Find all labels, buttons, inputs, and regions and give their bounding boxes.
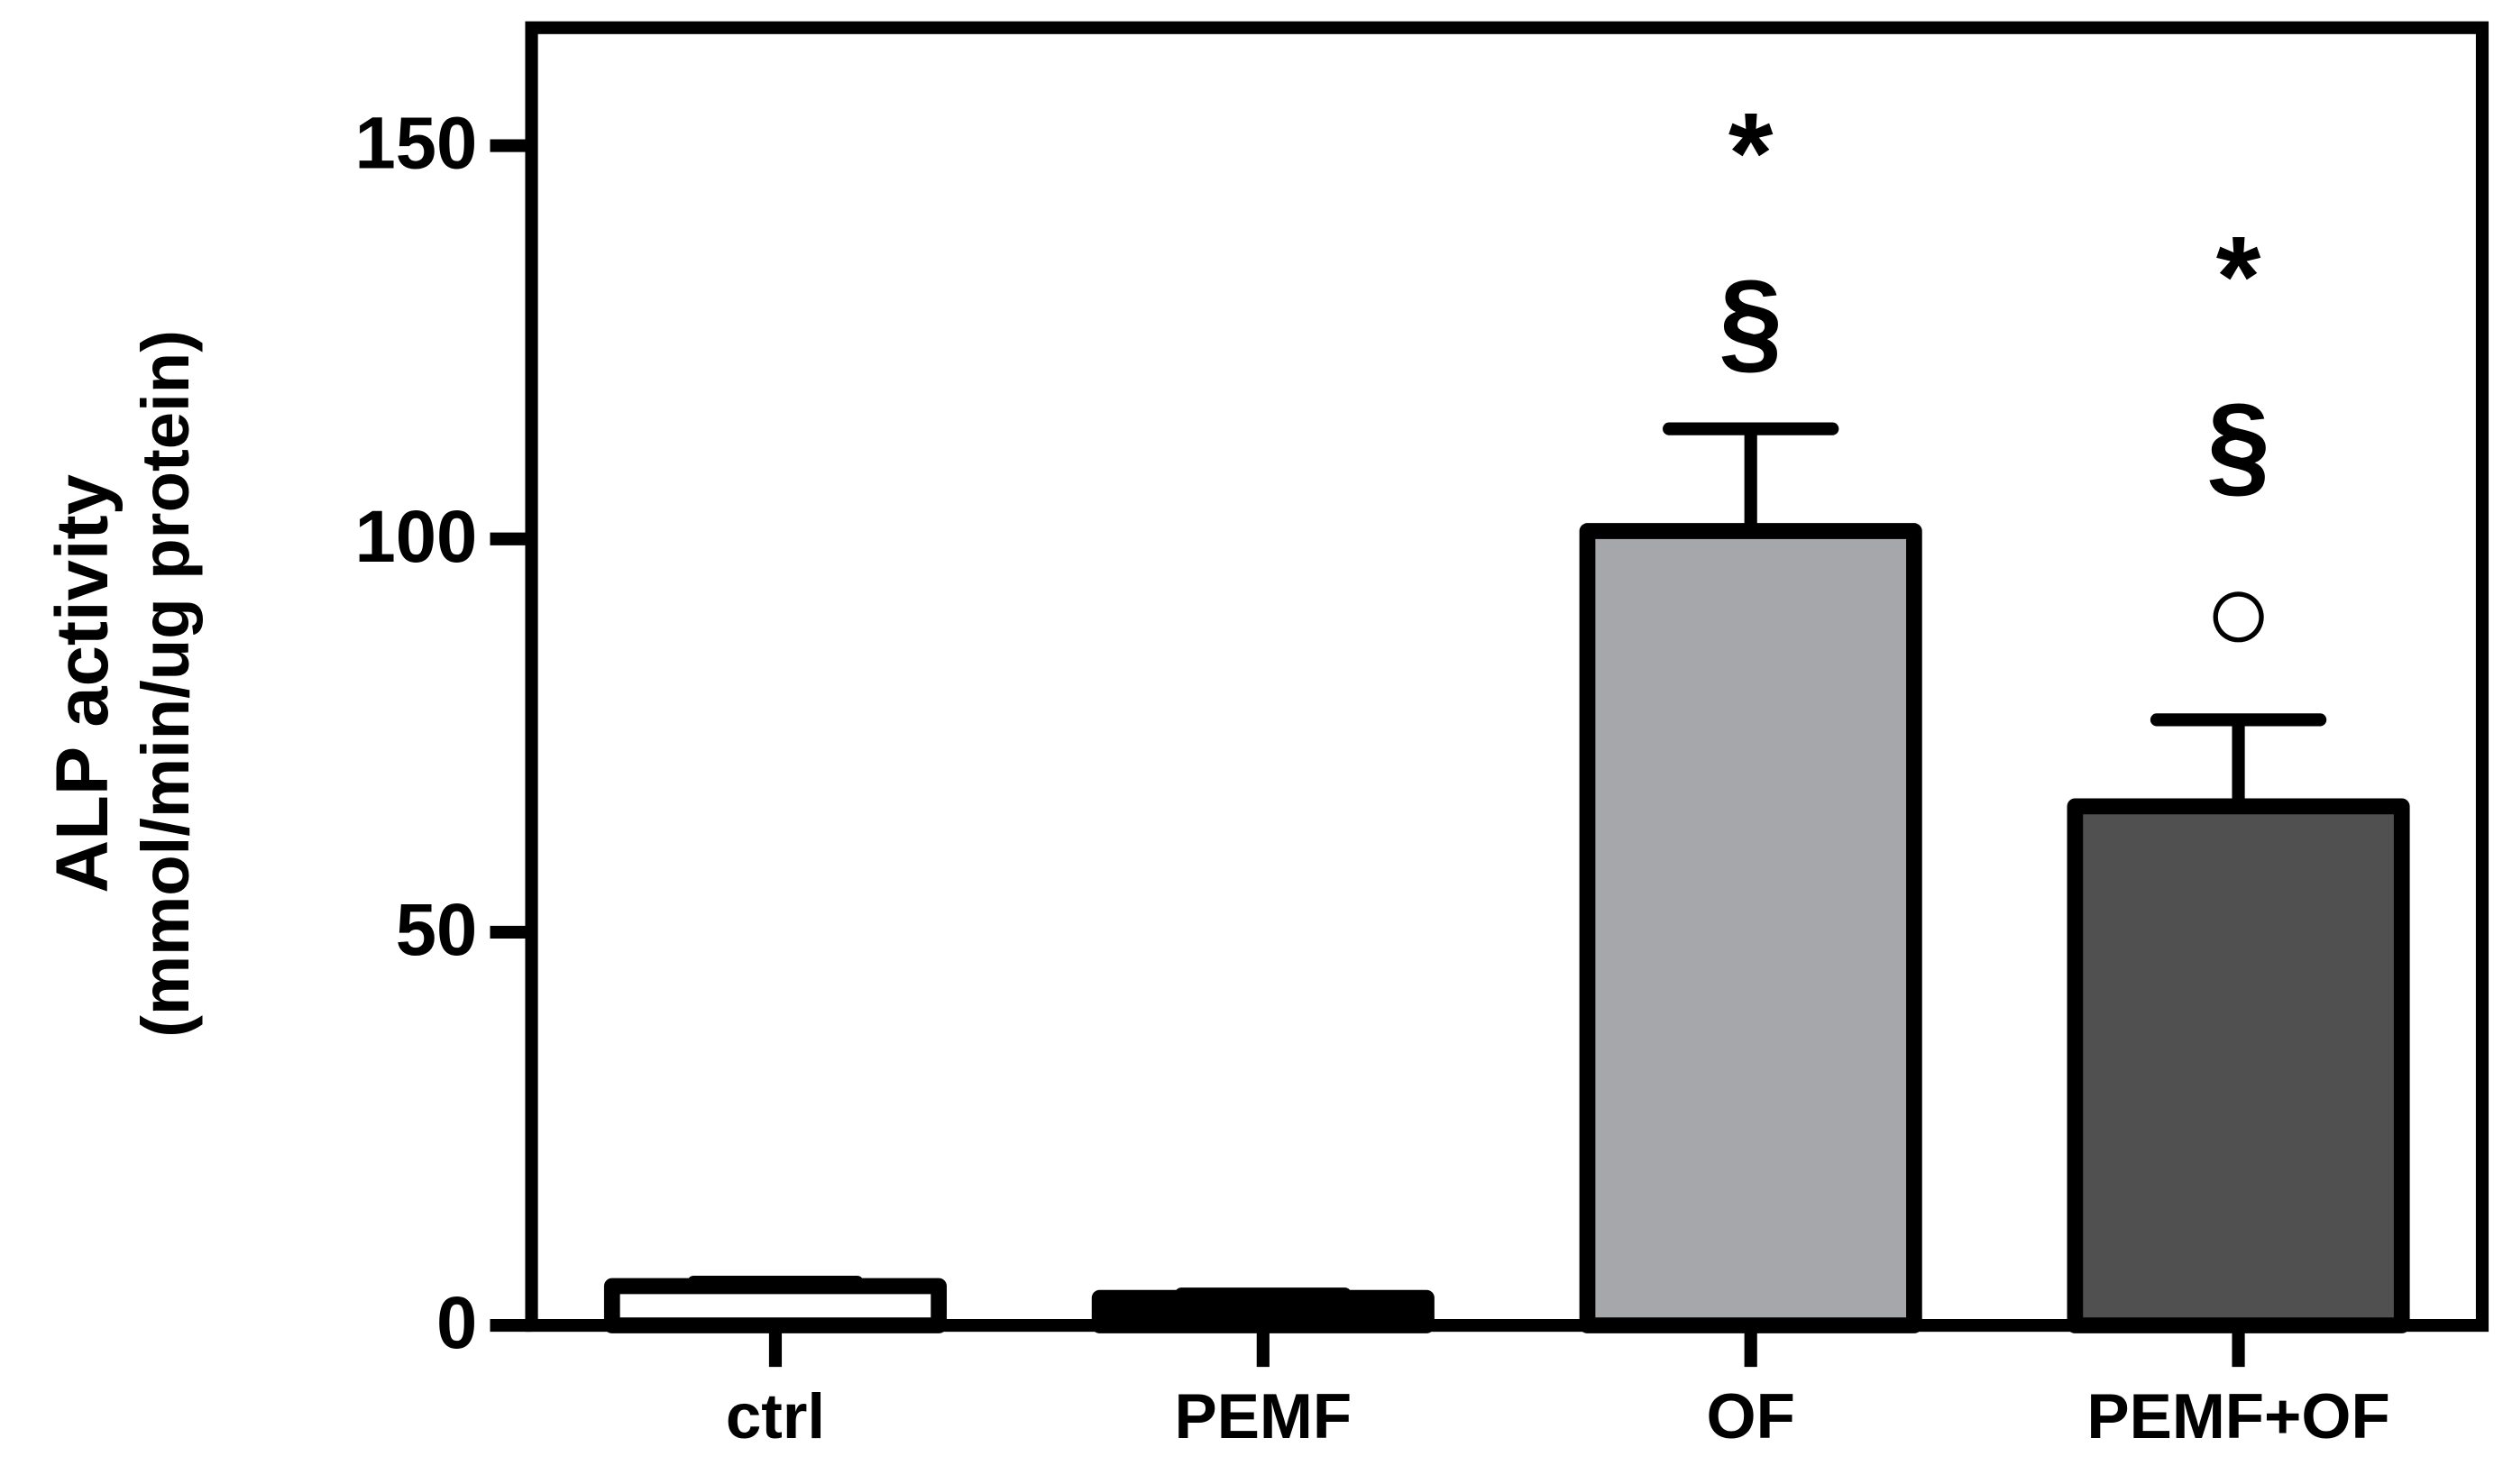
significance-mark: * xyxy=(2216,214,2261,342)
y-tick-label: 150 xyxy=(354,103,477,185)
y-tick-label: 0 xyxy=(436,1282,477,1364)
bar xyxy=(2067,798,2410,1333)
significance-mark: ○ xyxy=(2204,548,2273,676)
bar xyxy=(1579,523,1922,1333)
plot-frame xyxy=(525,21,2489,1333)
significance-mark: § xyxy=(2206,380,2270,508)
significance-mark: § xyxy=(1719,258,1783,386)
x-tick-label: ctrl xyxy=(726,1381,825,1452)
x-tick-label: PEMF+OF xyxy=(2086,1381,2389,1452)
y-axis-title-line: ALP activity xyxy=(41,474,124,893)
y-tick-label: 100 xyxy=(354,496,477,578)
y-tick-label: 50 xyxy=(396,889,478,971)
x-tick-label: PEMF xyxy=(1174,1381,1352,1452)
y-axis-title: ALP activity (mmol/min/ug protein) xyxy=(41,330,203,1038)
x-tick-label: OF xyxy=(1707,1381,1795,1452)
y-axis-title-line: (mmol/min/ug protein) xyxy=(128,330,203,1038)
significance-mark: * xyxy=(1728,90,1774,218)
